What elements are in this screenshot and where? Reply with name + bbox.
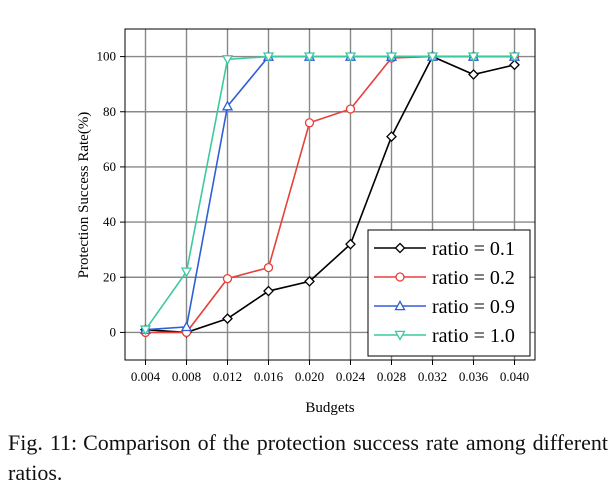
y-tick-label: 40 [103, 214, 116, 229]
legend-label: ratio = 0.9 [432, 296, 515, 318]
x-tick-label: 0.032 [418, 369, 447, 384]
data-point [344, 52, 357, 63]
figure-caption: Fig. 11: Comparison of the protection suc… [8, 428, 608, 488]
plot-frame [124, 28, 536, 361]
legend-entry: ratio = 0.2 [374, 267, 515, 289]
data-point [304, 118, 315, 128]
data-point [303, 52, 316, 63]
data-point [386, 131, 397, 142]
data-point [426, 52, 439, 63]
x-tick-label: 0.036 [459, 369, 489, 384]
legend-label: ratio = 1.0 [432, 325, 515, 347]
data-point [180, 267, 193, 278]
grid [125, 29, 535, 360]
data-point [262, 52, 275, 63]
data-point [139, 325, 152, 336]
x-tick-label: 0.012 [213, 369, 242, 384]
y-tick-label: 60 [103, 159, 116, 174]
y-tick-label: 20 [103, 269, 116, 284]
x-tick-label: 0.028 [377, 369, 406, 384]
line-chart: 0.004 0.008 0.012 0.016 0.020 0.024 0.028 0.032… [76, 28, 536, 416]
axis-ticks: 0.004 0.008 0.012 0.016 0.020 0.024 0.028 0.032… [97, 49, 530, 384]
legend-marker [394, 300, 406, 311]
data-point [468, 69, 479, 80]
x-tick-label: 0.008 [172, 369, 201, 384]
data-point [221, 100, 234, 111]
data-point [345, 238, 356, 250]
y-tick-label: 80 [103, 104, 116, 119]
y-axis-label: Protection Success Rate(%) [76, 112, 92, 279]
data-point [467, 52, 480, 63]
x-tick-label: 0.024 [336, 369, 366, 384]
legend-entry: ratio = 0.1 [374, 238, 515, 260]
x-tick-label: 0.040 [500, 369, 529, 384]
legend-label: ratio = 0.1 [432, 238, 515, 260]
data-point [263, 285, 274, 297]
x-axis-label: Budgets [305, 400, 354, 416]
series [139, 50, 521, 338]
x-tick-label: 0.004 [131, 369, 161, 384]
data-point [385, 52, 398, 63]
data-point [508, 52, 521, 63]
data-point [345, 104, 356, 114]
data-point [221, 55, 234, 66]
data-point [222, 313, 233, 325]
series-line [145, 55, 515, 334]
caption-text: Comparison of the protection success rat… [8, 430, 608, 485]
y-tick-label: 0 [110, 324, 117, 339]
data-point [263, 262, 274, 273]
data-point [509, 59, 520, 71]
legend-entry: ratio = 1.0 [374, 325, 515, 347]
data-point [222, 273, 233, 284]
legend: ratio = 0.1 ratio = 0.2 ratio = 0.9 ratio =… [367, 229, 531, 357]
legend-marker [394, 242, 406, 254]
series-line [144, 55, 515, 331]
x-tick-label: 0.016 [254, 369, 284, 384]
data-point [304, 275, 315, 287]
data-point [180, 321, 193, 332]
legend-marker [394, 330, 406, 341]
legend-marker [395, 272, 405, 282]
legend-label: ratio = 0.2 [432, 267, 515, 289]
caption-label: Fig. 11: [8, 430, 78, 455]
x-tick-label: 0.020 [295, 369, 324, 384]
y-tick-label: 100 [97, 49, 117, 64]
series-4 [139, 52, 521, 336]
legend-entry: ratio = 0.9 [374, 296, 515, 318]
